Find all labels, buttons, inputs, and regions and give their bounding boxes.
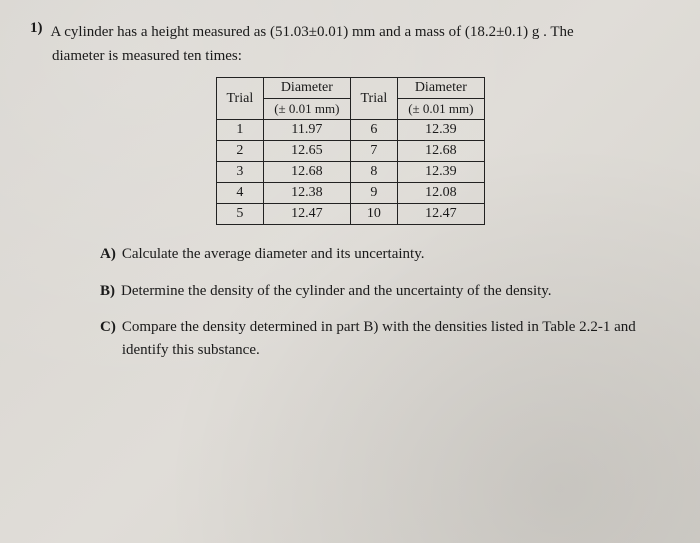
- part-b: B) Determine the density of the cylinder…: [100, 280, 640, 303]
- cell-t2: 9: [350, 183, 398, 204]
- problem-number: 1): [30, 20, 43, 44]
- cell-t1: 1: [216, 120, 264, 141]
- cell-d2: 12.68: [398, 141, 484, 162]
- problem-text-line2: diameter is measured ten times:: [52, 48, 670, 65]
- part-a-label: A): [100, 243, 116, 266]
- cell-t1: 3: [216, 162, 264, 183]
- measurements-table: Trial Diameter Trial Diameter (± 0.01 mm…: [216, 77, 485, 225]
- cell-d2: 12.39: [398, 162, 484, 183]
- part-b-text: Determine the density of the cylinder an…: [121, 280, 552, 303]
- cell-t2: 6: [350, 120, 398, 141]
- cell-d2: 12.47: [398, 204, 484, 225]
- col-trial-left: Trial: [216, 78, 264, 120]
- cell-t1: 2: [216, 141, 264, 162]
- cell-d1: 12.65: [264, 141, 350, 162]
- part-c-label: C): [100, 316, 116, 361]
- problem-text-line1: A cylinder has a height measured as (51.…: [51, 20, 574, 44]
- part-a: A) Calculate the average diameter and it…: [100, 243, 640, 266]
- col-diameter-right-sub: (± 0.01 mm): [398, 99, 484, 120]
- cell-d2: 12.08: [398, 183, 484, 204]
- cell-d1: 12.38: [264, 183, 350, 204]
- table-row: 5 12.47 10 12.47: [216, 204, 484, 225]
- part-c: C) Compare the density determined in par…: [100, 316, 640, 361]
- part-c-text: Compare the density determined in part B…: [122, 316, 640, 361]
- cell-t2: 10: [350, 204, 398, 225]
- cell-t1: 4: [216, 183, 264, 204]
- cell-d2: 12.39: [398, 120, 484, 141]
- part-a-text: Calculate the average diameter and its u…: [122, 243, 425, 266]
- table-row: 4 12.38 9 12.08: [216, 183, 484, 204]
- cell-d1: 12.68: [264, 162, 350, 183]
- col-diameter-left: Diameter: [264, 78, 350, 99]
- col-trial-right: Trial: [350, 78, 398, 120]
- table-row: 1 11.97 6 12.39: [216, 120, 484, 141]
- col-diameter-right: Diameter: [398, 78, 484, 99]
- cell-t2: 8: [350, 162, 398, 183]
- cell-d1: 11.97: [264, 120, 350, 141]
- col-diameter-left-sub: (± 0.01 mm): [264, 99, 350, 120]
- cell-t2: 7: [350, 141, 398, 162]
- cell-t1: 5: [216, 204, 264, 225]
- table-row: 3 12.68 8 12.39: [216, 162, 484, 183]
- table-row: 2 12.65 7 12.68: [216, 141, 484, 162]
- cell-d1: 12.47: [264, 204, 350, 225]
- part-b-label: B): [100, 280, 115, 303]
